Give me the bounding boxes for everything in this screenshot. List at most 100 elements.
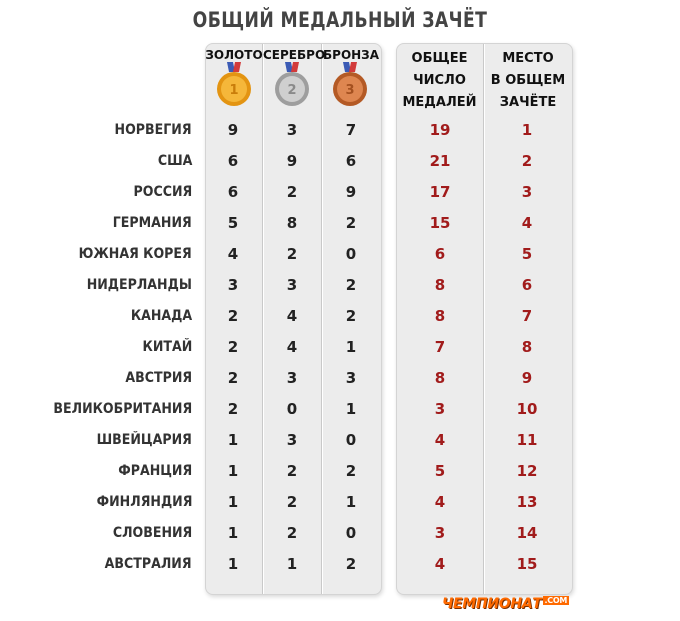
table-row: ФРАНЦИЯ 1 2 2 5 12 xyxy=(0,456,680,487)
gold-count: 1 xyxy=(227,493,239,511)
place-value: 10 xyxy=(516,400,538,418)
place-value: 5 xyxy=(521,245,533,263)
place-value: 3 xyxy=(521,183,533,201)
total-count: 19 xyxy=(429,121,451,139)
gold-count: 2 xyxy=(227,307,239,325)
header-silver: СЕРЕБРО xyxy=(263,48,326,62)
silver-medal-icon: 2 xyxy=(275,62,309,106)
total-count: 15 xyxy=(429,214,451,232)
country-name: НИДЕРЛАНДЫ xyxy=(86,277,192,293)
gold-medal-icon: 1 xyxy=(217,62,251,106)
svg-text:2: 2 xyxy=(287,83,296,98)
place-value: 9 xyxy=(521,369,533,387)
table-row: ВЕЛИКОБРИТАНИЯ 2 0 1 3 10 xyxy=(0,394,680,425)
country-name: ВЕЛИКОБРИТАНИЯ xyxy=(53,401,192,417)
bronze-count: 6 xyxy=(345,152,357,170)
bronze-count: 0 xyxy=(345,245,357,263)
place-value: 4 xyxy=(521,214,533,232)
total-count: 8 xyxy=(434,307,446,325)
table-row: РОССИЯ 6 2 9 17 3 xyxy=(0,177,680,208)
place-value: 14 xyxy=(516,524,538,542)
silver-count: 3 xyxy=(286,431,298,449)
column-divider xyxy=(483,44,485,594)
table-row: ФИНЛЯНДИЯ 1 2 1 4 13 xyxy=(0,487,680,518)
total-count: 17 xyxy=(429,183,451,201)
silver-count: 4 xyxy=(286,338,298,356)
country-name: ФРАНЦИЯ xyxy=(118,463,192,479)
gold-count: 1 xyxy=(227,431,239,449)
silver-count: 4 xyxy=(286,307,298,325)
total-count: 4 xyxy=(434,555,446,573)
championat-logo: ЧЕМПИОНАТ .COM xyxy=(442,596,570,612)
place-value: 2 xyxy=(521,152,533,170)
total-count: 3 xyxy=(434,524,446,542)
header-place-line: ЗАЧЁТЕ xyxy=(499,95,557,110)
bronze-count: 1 xyxy=(345,400,357,418)
gold-count: 6 xyxy=(227,152,239,170)
column-divider xyxy=(262,44,264,594)
bronze-count: 2 xyxy=(345,307,357,325)
gold-count: 3 xyxy=(227,276,239,294)
country-name: ГЕРМАНИЯ xyxy=(113,215,192,231)
table-row: КАНАДА 2 4 2 8 7 xyxy=(0,301,680,332)
header-gold: ЗОЛОТО xyxy=(205,48,263,62)
table-row: ШВЕЙЦАРИЯ 1 3 0 4 11 xyxy=(0,425,680,456)
total-count: 8 xyxy=(434,369,446,387)
bronze-medal-icon: 3 xyxy=(333,62,367,106)
table-row: КИТАЙ 2 4 1 7 8 xyxy=(0,332,680,363)
place-value: 12 xyxy=(516,462,538,480)
silver-count: 2 xyxy=(286,493,298,511)
header-place-line: МЕСТО xyxy=(502,51,554,66)
table-row: АВСТРАЛИЯ 1 1 2 4 15 xyxy=(0,549,680,580)
column-divider xyxy=(321,44,323,594)
table-row: США 6 9 6 21 2 xyxy=(0,146,680,177)
logo-text: ЧЕМПИОНАТ xyxy=(442,596,542,612)
silver-count: 8 xyxy=(286,214,298,232)
total-count: 6 xyxy=(434,245,446,263)
gold-count: 4 xyxy=(227,245,239,263)
country-name: АВСТРИЯ xyxy=(125,370,192,386)
country-name: ШВЕЙЦАРИЯ xyxy=(96,432,192,448)
country-name: АВСТРАЛИЯ xyxy=(105,556,192,572)
country-name: РОССИЯ xyxy=(133,184,192,200)
bronze-count: 7 xyxy=(345,121,357,139)
country-name: КИТАЙ xyxy=(142,339,192,355)
total-count: 4 xyxy=(434,493,446,511)
silver-count: 3 xyxy=(286,121,298,139)
header-total-line: МЕДАЛЕЙ xyxy=(402,95,477,110)
svg-text:1: 1 xyxy=(229,83,238,98)
place-value: 8 xyxy=(521,338,533,356)
bronze-count: 2 xyxy=(345,555,357,573)
silver-count: 9 xyxy=(286,152,298,170)
gold-count: 5 xyxy=(227,214,239,232)
silver-count: 3 xyxy=(286,369,298,387)
total-count: 7 xyxy=(434,338,446,356)
gold-count: 2 xyxy=(227,400,239,418)
header-total: ОБЩЕЕ ЧИСЛО МЕДАЛЕЙ xyxy=(396,48,483,114)
page-title: ОБЩИЙ МЕДАЛЬНЫЙ ЗАЧЁТ xyxy=(192,8,488,32)
table-row: СЛОВЕНИЯ 1 2 0 3 14 xyxy=(0,518,680,549)
gold-count: 2 xyxy=(227,369,239,387)
table-row: ГЕРМАНИЯ 5 8 2 15 4 xyxy=(0,208,680,239)
bronze-count: 9 xyxy=(345,183,357,201)
bronze-count: 3 xyxy=(345,369,357,387)
country-name: ЮЖНАЯ КОРЕЯ xyxy=(78,246,192,262)
table-row: НОРВЕГИЯ 9 3 7 19 1 xyxy=(0,115,680,146)
table-row: ЮЖНАЯ КОРЕЯ 4 2 0 6 5 xyxy=(0,239,680,270)
country-name: НОРВЕГИЯ xyxy=(115,122,192,138)
total-count: 21 xyxy=(429,152,451,170)
country-name: КАНАДА xyxy=(130,308,192,324)
place-value: 13 xyxy=(516,493,538,511)
header-bronze: БРОНЗА xyxy=(323,48,379,62)
bronze-count: 0 xyxy=(345,431,357,449)
gold-count: 1 xyxy=(227,524,239,542)
place-value: 15 xyxy=(516,555,538,573)
bronze-count: 1 xyxy=(345,493,357,511)
totals-panel xyxy=(396,43,573,595)
table-row: АВСТРИЯ 2 3 3 8 9 xyxy=(0,363,680,394)
gold-count: 9 xyxy=(227,121,239,139)
total-count: 5 xyxy=(434,462,446,480)
header-total-line: ОБЩЕЕ xyxy=(411,51,468,66)
header-total-line: ЧИСЛО xyxy=(413,73,466,88)
country-name: ФИНЛЯНДИЯ xyxy=(96,494,192,510)
